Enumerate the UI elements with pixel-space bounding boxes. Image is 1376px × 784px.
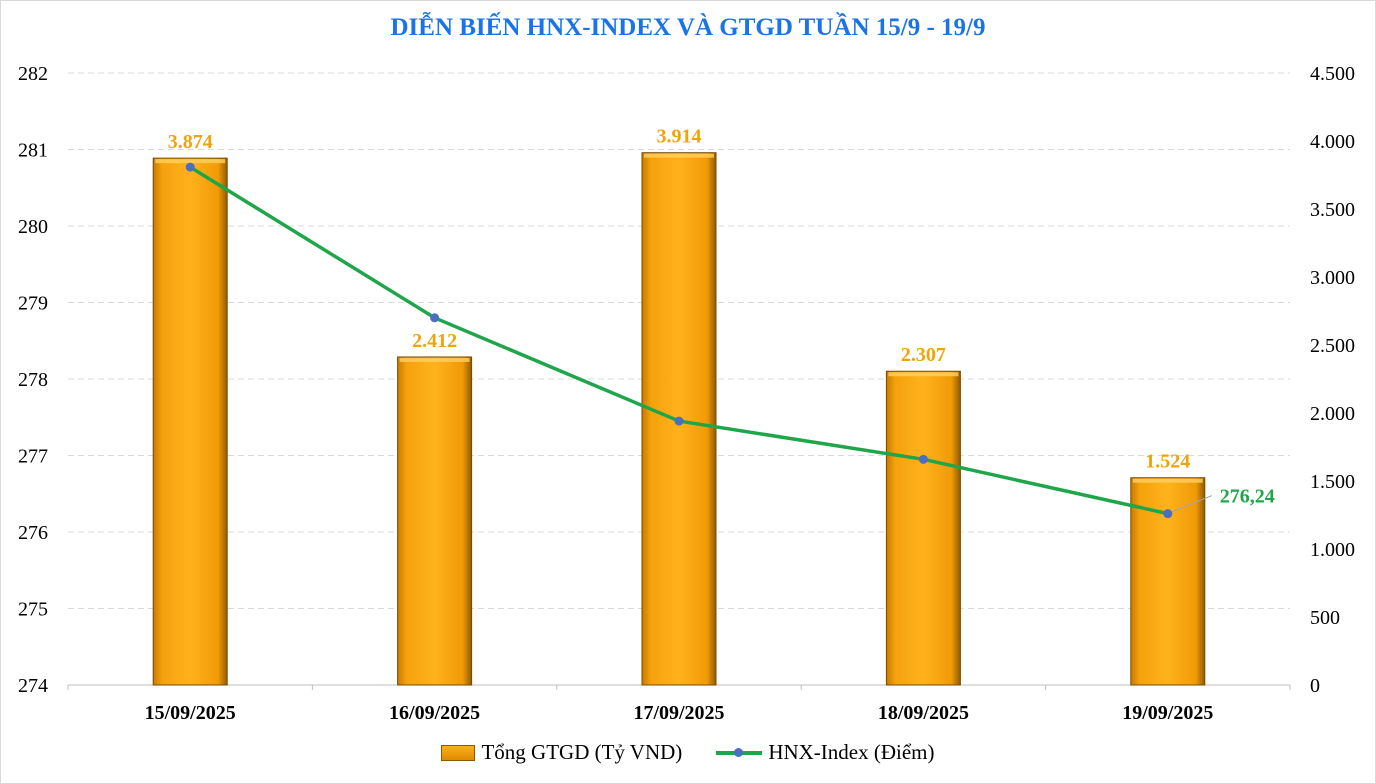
- right-axis-tick: 3.000: [1310, 267, 1355, 289]
- bar: [152, 157, 228, 686]
- bar-highlight: [399, 357, 470, 362]
- bar-value-label: 3.914: [657, 126, 702, 148]
- bar-highlight: [155, 159, 226, 164]
- bar-value-label: 2.307: [901, 344, 946, 366]
- legend-bar-swatch: [441, 744, 476, 761]
- hnx-index-point: [1163, 509, 1173, 519]
- bar-value-label: 2.412: [412, 330, 457, 352]
- bar-highlight: [1132, 478, 1203, 483]
- legend-label-hnx-index: HNX-Index (Điểm): [768, 740, 935, 764]
- right-axis-tick: 500: [1310, 607, 1340, 629]
- legend-item-gtgd: Tổng GTGD (Tỷ VND): [441, 740, 682, 765]
- label-leader-line: [1171, 495, 1212, 513]
- left-axis-tick: 276: [18, 522, 48, 544]
- hnx-index-point: [430, 313, 440, 323]
- left-axis-tick: 275: [18, 599, 48, 621]
- left-axis-tick: 278: [18, 369, 48, 391]
- category-label: 17/09/2025: [633, 702, 724, 724]
- category-label: 19/09/2025: [1122, 702, 1213, 724]
- right-axis-tick: 1.000: [1310, 539, 1355, 561]
- left-axis-tick: 280: [18, 216, 48, 238]
- category-label: 15/09/2025: [145, 702, 236, 724]
- bar-value-label: 1.524: [1145, 451, 1190, 473]
- bar: [885, 370, 961, 686]
- hnx-index-point: [674, 416, 684, 426]
- right-axis-tick: 1.500: [1310, 471, 1355, 493]
- category-label: 16/09/2025: [389, 702, 480, 724]
- bar-highlight: [888, 372, 959, 377]
- category-label: 18/09/2025: [878, 702, 969, 724]
- bar-highlight: [644, 153, 714, 158]
- right-axis-tick: 2.000: [1310, 403, 1355, 425]
- hnx-index-end-label: 276,24: [1220, 486, 1275, 508]
- right-axis-tick: 4.000: [1310, 131, 1355, 153]
- right-axis-tick: 0: [1310, 675, 1320, 697]
- left-axis-tick: 279: [18, 293, 48, 315]
- right-axis-tick: 2.500: [1310, 335, 1355, 357]
- left-axis-tick: 274: [18, 675, 48, 697]
- bar-value-label: 3.874: [168, 131, 213, 153]
- hnx-index-point: [918, 454, 928, 464]
- bar: [397, 356, 473, 686]
- legend: Tổng GTGD (Tỷ VND) HNX-Index (Điểm): [0, 740, 1376, 765]
- legend-item-hnx-index: HNX-Index (Điểm): [716, 740, 935, 765]
- legend-label-gtgd: Tổng GTGD (Tỷ VND): [481, 740, 683, 764]
- left-axis-tick: 277: [18, 446, 48, 468]
- legend-line-swatch: [716, 747, 763, 757]
- right-axis-tick: 4.500: [1310, 63, 1355, 85]
- left-axis-tick: 281: [18, 140, 48, 162]
- hnx-index-point: [185, 162, 195, 172]
- left-axis-tick: 282: [18, 63, 48, 85]
- chart-title: DIỄN BIẾN HNX-INDEX VÀ GTGD TUẦN 15/9 - …: [390, 14, 986, 41]
- right-axis-tick: 3.500: [1310, 199, 1355, 221]
